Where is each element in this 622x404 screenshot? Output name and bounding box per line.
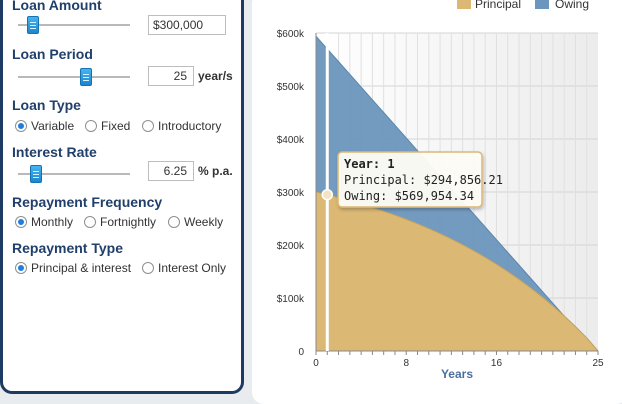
- tooltip-box: [337, 151, 483, 208]
- loan-period-unit: year/s: [198, 69, 233, 83]
- hover-marker[interactable]: [321, 188, 334, 201]
- y-tick-label: $300k: [277, 188, 305, 199]
- legend-owing-label: Owing: [555, 0, 589, 11]
- loan-amount-input[interactable]: $300,000: [148, 15, 226, 35]
- interest-rate-slider-thumb[interactable]: [30, 165, 42, 183]
- x-axis-title: Years: [441, 367, 473, 381]
- radio-selected-icon: [15, 120, 27, 132]
- loan-period-slider-track[interactable]: [18, 76, 130, 78]
- tooltip-principal: Principal: $294,856.21: [344, 173, 503, 187]
- legend-owing-swatch: [535, 0, 549, 9]
- radio-icon: [142, 262, 154, 274]
- repayment-principal-interest-radio[interactable]: Principal & interest: [15, 261, 131, 275]
- y-tick-label: 0: [298, 347, 304, 358]
- loan-amount-slider-thumb[interactable]: [27, 16, 39, 34]
- loan-amount-label: Loan Amount: [12, 0, 102, 13]
- y-tick-label: $600k: [277, 29, 305, 40]
- repayment-interest-only-label: Interest Only: [158, 261, 227, 275]
- loan-period-input[interactable]: 25: [148, 66, 194, 86]
- x-tick-label: 16: [491, 358, 503, 369]
- frequency-monthly-label: Monthly: [31, 215, 74, 229]
- loan-period-slider-thumb[interactable]: [80, 68, 92, 86]
- legend-principal-label: Principal: [475, 0, 521, 11]
- y-tick-label: $400k: [277, 135, 305, 146]
- tooltip-owing: Owing: $569,954.34: [344, 189, 474, 203]
- radio-icon: [84, 216, 96, 228]
- interest-rate-unit: % p.a.: [198, 164, 233, 178]
- radio-selected-icon: [15, 216, 27, 228]
- repayment-frequency-label: Repayment Frequency: [12, 194, 163, 210]
- tooltip-year: Year: 1: [344, 157, 395, 171]
- x-tick-label: 8: [403, 358, 409, 369]
- principal-area: [316, 192, 598, 351]
- y-tick-label: $200k: [277, 241, 305, 252]
- frequency-fortnightly-radio[interactable]: Fortnightly: [84, 215, 156, 229]
- x-tick-label: 25: [592, 358, 604, 369]
- x-tick-label: 0: [313, 358, 319, 369]
- repayment-principal-interest-label: Principal & interest: [31, 261, 132, 275]
- y-tick-label: $100k: [277, 294, 305, 305]
- loan-type-introductory-label: Introductory: [158, 119, 222, 133]
- radio-icon: [85, 120, 97, 132]
- repayment-type-label: Repayment Type: [12, 240, 123, 256]
- loan-type-fixed-label: Fixed: [101, 119, 131, 133]
- frequency-weekly-label: Weekly: [184, 215, 224, 229]
- loan-type-label: Loan Type: [12, 97, 81, 113]
- interest-rate-slider-track[interactable]: [18, 173, 130, 175]
- frequency-fortnightly-label: Fortnightly: [100, 215, 157, 229]
- interest-rate-label: Interest Rate: [12, 144, 97, 160]
- radio-icon: [168, 216, 180, 228]
- loan-type-introductory-radio[interactable]: Introductory: [142, 119, 221, 133]
- radio-selected-icon: [15, 262, 27, 274]
- legend-principal-swatch: [457, 0, 471, 9]
- frequency-weekly-radio[interactable]: Weekly: [168, 215, 223, 229]
- radio-icon: [142, 120, 154, 132]
- interest-rate-input[interactable]: 6.25: [148, 161, 194, 181]
- loan-type-variable-label: Variable: [31, 119, 75, 133]
- loan-amount-slider-track[interactable]: [18, 24, 130, 26]
- loan-type-variable-radio[interactable]: Variable: [15, 119, 74, 133]
- repayment-interest-only-radio[interactable]: Interest Only: [142, 261, 226, 275]
- y-tick-label: $500k: [277, 82, 305, 93]
- frequency-monthly-radio[interactable]: Monthly: [15, 215, 73, 229]
- calculator-panel: Loan Amount $300,000 Loan Period 25 year…: [0, 0, 244, 394]
- loan-period-label: Loan Period: [12, 46, 93, 62]
- loan-type-fixed-radio[interactable]: Fixed: [85, 119, 130, 133]
